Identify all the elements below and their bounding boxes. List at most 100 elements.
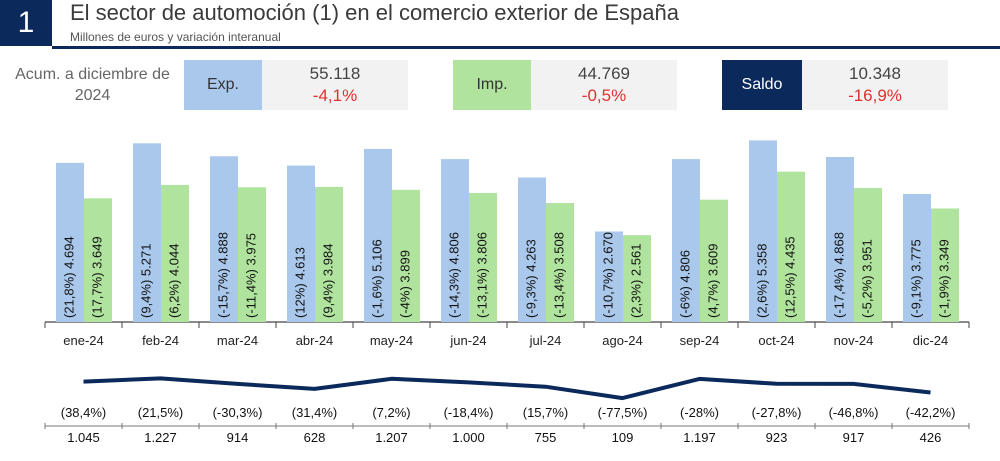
saldo-value-label: 1.227 [144, 430, 177, 445]
exp-bar [672, 159, 700, 322]
exp-bar-label: (-1,6%) 5.106 [369, 239, 384, 318]
saldo-change-label: (7,2%) [372, 405, 410, 420]
summary-period-line2: 2024 [74, 87, 111, 104]
saldo-value-label: 917 [843, 430, 865, 445]
exp-bar-label: (-15,7%) 4.888 [215, 232, 230, 318]
category-label: dic-24 [913, 333, 948, 348]
saldo-change-label: (-46,8%) [829, 405, 879, 420]
saldo-value-label: 1.045 [67, 430, 100, 445]
exp-bar [287, 165, 315, 322]
exp-bar [133, 143, 161, 322]
imp-bar [546, 203, 574, 322]
section-number: 1 [0, 0, 52, 46]
exp-bar-label: (2,6%) 5.358 [754, 244, 769, 318]
imp-bar-label: (9,4%) 3.984 [320, 244, 335, 318]
imp-bar-label: (2,3%) 2.561 [628, 244, 643, 318]
imp-bar [469, 192, 497, 322]
exp-bar-label: (-9,1%) 3.775 [908, 239, 923, 318]
exp-bar-label: (21,8%) 4.694 [61, 236, 76, 318]
saldo-value-label: 914 [227, 430, 249, 445]
imp-bar-label: (-1,9%) 3.349 [936, 239, 951, 318]
imp-bar [777, 171, 805, 322]
imp-bar-label: (6,2%) 4.044 [166, 244, 181, 318]
saldo-change-label: (-30,3%) [213, 405, 263, 420]
exp-bar-label: (-17,4%) 4.868 [831, 232, 846, 318]
category-label: may-24 [370, 333, 413, 348]
summary-period-label: Acum. a diciembre de 2024 [5, 64, 180, 106]
page-subtitle: Millones de euros y variación interanual [70, 30, 281, 44]
exp-summary-label: Exp. [184, 60, 262, 110]
exp-bar [518, 177, 546, 322]
imp-bar [931, 208, 959, 322]
saldo-value-label: 426 [920, 430, 942, 445]
exp-bar [56, 162, 84, 322]
category-label: feb-24 [142, 333, 179, 348]
exp-bar-label: (12%) 4.613 [292, 247, 307, 318]
imp-bar-label: (12,5%) 4.435 [782, 236, 797, 318]
category-label: mar-24 [217, 333, 258, 348]
category-label: jul-24 [529, 333, 562, 348]
saldo-change-label: (-42,2%) [906, 405, 956, 420]
saldo-line [83, 376, 931, 401]
saldo-change-label: (15,7%) [523, 405, 569, 420]
saldo-value-label: 109 [612, 430, 634, 445]
imp-bar [315, 186, 343, 322]
exp-bar [903, 194, 931, 322]
imp-bar [700, 199, 728, 322]
imp-bar-label: (4,7%) 3.609 [705, 244, 720, 318]
saldo-summary-label: Saldo [722, 60, 802, 110]
saldo-total-change: -16,9% [848, 86, 902, 105]
exp-bar-label: (-6%) 4.806 [677, 250, 692, 318]
imp-summary-values: 44.769 -0,5% [531, 60, 677, 110]
category-label: ene-24 [63, 333, 103, 348]
summary-period-line1: Acum. a diciembre de [15, 66, 170, 83]
exp-bar-label: (9,4%) 5.271 [138, 244, 153, 318]
category-label: sep-24 [680, 333, 720, 348]
saldo-summary-values: 10.348 -16,9% [802, 60, 948, 110]
imp-summary-label: Imp. [453, 60, 531, 110]
exp-bar-label: (-10,7%) 2.670 [600, 232, 615, 318]
category-label: nov-24 [834, 333, 874, 348]
imp-bar [854, 188, 882, 322]
saldo-change-label: (31,4%) [292, 405, 338, 420]
imp-bar [238, 187, 266, 322]
exp-summary-values: 55.118 -4,1% [262, 60, 408, 110]
header-rule [52, 46, 1000, 49]
saldo-value-label: 1.000 [452, 430, 485, 445]
imp-bar-label: (-5,2%) 3.951 [859, 239, 874, 318]
category-label: oct-24 [758, 333, 794, 348]
saldo-change-label: (-27,8%) [752, 405, 802, 420]
category-label: jun-24 [449, 333, 486, 348]
exp-total-value: 55.118 [309, 64, 361, 83]
saldo-value-label: 1.207 [375, 430, 408, 445]
exp-bar-label: (-14,3%) 4.806 [446, 232, 461, 318]
imp-bar-label: (-13,4%) 3.508 [551, 232, 566, 318]
imp-bar [392, 189, 420, 322]
saldo-value-label: 628 [304, 430, 326, 445]
imp-bar [623, 235, 651, 322]
imp-bar-label: (17,7%) 3.649 [89, 236, 104, 318]
saldo-total-value: 10.348 [849, 64, 901, 83]
saldo-value-label: 923 [766, 430, 788, 445]
saldo-change-label: (21,5%) [138, 405, 184, 420]
saldo-change-label: (-77,5%) [598, 405, 648, 420]
exp-bar [441, 159, 469, 322]
exp-bar [749, 140, 777, 322]
saldo-change-label: (-28%) [680, 405, 719, 420]
imp-total-change: -0,5% [581, 86, 627, 105]
imp-bar [161, 184, 189, 322]
saldo-value-label: 755 [535, 430, 557, 445]
imp-bar-label: (-11,4%) 3.975 [243, 233, 258, 318]
exp-bar [826, 156, 854, 322]
imp-bar [84, 198, 112, 322]
exp-total-change: -4,1% [312, 86, 358, 105]
exp-bar [595, 231, 623, 322]
imp-bar-label: (-13,1%) 3.806 [474, 232, 489, 318]
category-label: abr-24 [296, 333, 334, 348]
imp-total-value: 44.769 [578, 64, 630, 83]
category-label: ago-24 [602, 333, 642, 348]
exp-bar [364, 148, 392, 322]
saldo-change-label: (-18,4%) [444, 405, 494, 420]
page-title: El sector de automoción (1) en el comerc… [70, 0, 679, 25]
